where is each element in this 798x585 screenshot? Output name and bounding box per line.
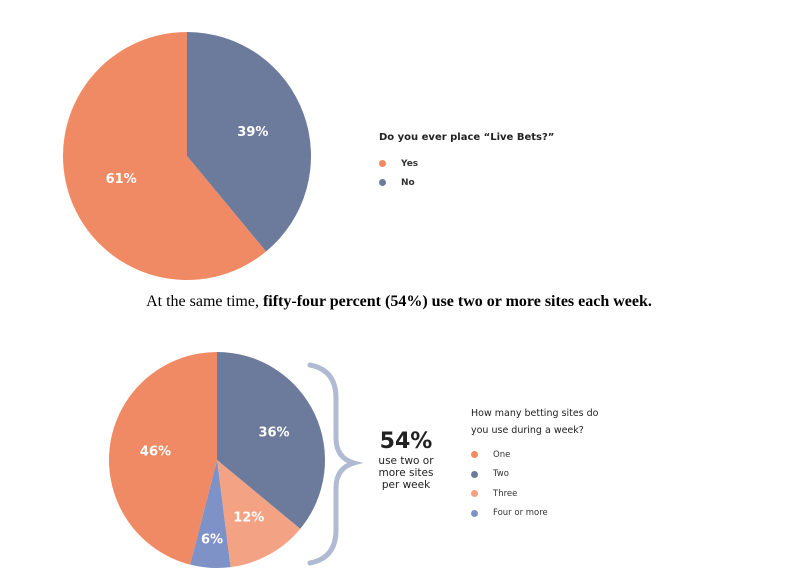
callout-line: per week (381, 479, 431, 491)
legend-item-three: Three (471, 484, 599, 504)
legend-item-no: No (379, 173, 554, 192)
legend-swatch-no (379, 179, 386, 186)
legend-title-line: How many betting sites do (471, 408, 599, 419)
legend-label: Two (493, 469, 509, 480)
callout-value: 54% (379, 429, 433, 454)
pie-slice-four-or-more (190, 460, 231, 568)
summary-sentence: At the same time, fifty-four percent (54… (0, 293, 798, 311)
pie-slice-three (217, 460, 301, 568)
slice-label-four-or-more: 6% (201, 532, 223, 547)
legend-item-one: One (471, 445, 599, 465)
pie-slice-one (108, 352, 217, 565)
legend-title-line: you use during a week? (471, 425, 584, 436)
callout-line: more sites (378, 467, 434, 479)
legend-label: Three (493, 488, 518, 499)
pie-slice-no (187, 32, 311, 252)
legend-live-bets: Do you ever place “Live Bets?” Yes No (379, 130, 554, 192)
pie-slice-two (217, 352, 325, 529)
slice-label-three: 12% (233, 510, 264, 525)
callout-54-percent: 54% use two or more sites per week (366, 429, 446, 491)
legend-item-four-or-more: Four or more (471, 504, 599, 524)
legend-swatch-yes (379, 160, 386, 167)
sentence-bold: fifty-four percent (54%) use two or more… (262, 293, 652, 310)
slice-label-two: 36% (258, 426, 289, 441)
legend-label: No (401, 177, 415, 188)
legend-label: Four or more (493, 508, 548, 519)
legend-item-two: Two (471, 465, 599, 485)
legend-label: Yes (401, 158, 419, 169)
slice-label-no: 39% (237, 125, 268, 140)
legend-swatch-one (471, 451, 478, 459)
slice-label-one: 46% (140, 445, 171, 460)
legend-swatch-three (471, 490, 478, 498)
slice-label-yes: 61% (106, 172, 137, 187)
pie-slice-yes (62, 32, 267, 281)
sentence-plain: At the same time, (146, 293, 263, 310)
pie-chart-betting-sites: 36% 12% 6% 46% (108, 352, 325, 568)
legend-label: One (493, 449, 511, 460)
legend-betting-sites: How many betting sites do you use during… (471, 405, 599, 523)
legend-swatch-two (471, 470, 478, 478)
callout-line: use two or (378, 455, 434, 467)
legend-title: Do you ever place “Live Bets?” (379, 132, 555, 143)
legend-item-yes: Yes (379, 154, 554, 173)
pie-chart-live-bets: 39% 61% (62, 32, 311, 281)
legend-swatch-four-or-more (471, 509, 478, 517)
curly-brace (307, 362, 364, 566)
